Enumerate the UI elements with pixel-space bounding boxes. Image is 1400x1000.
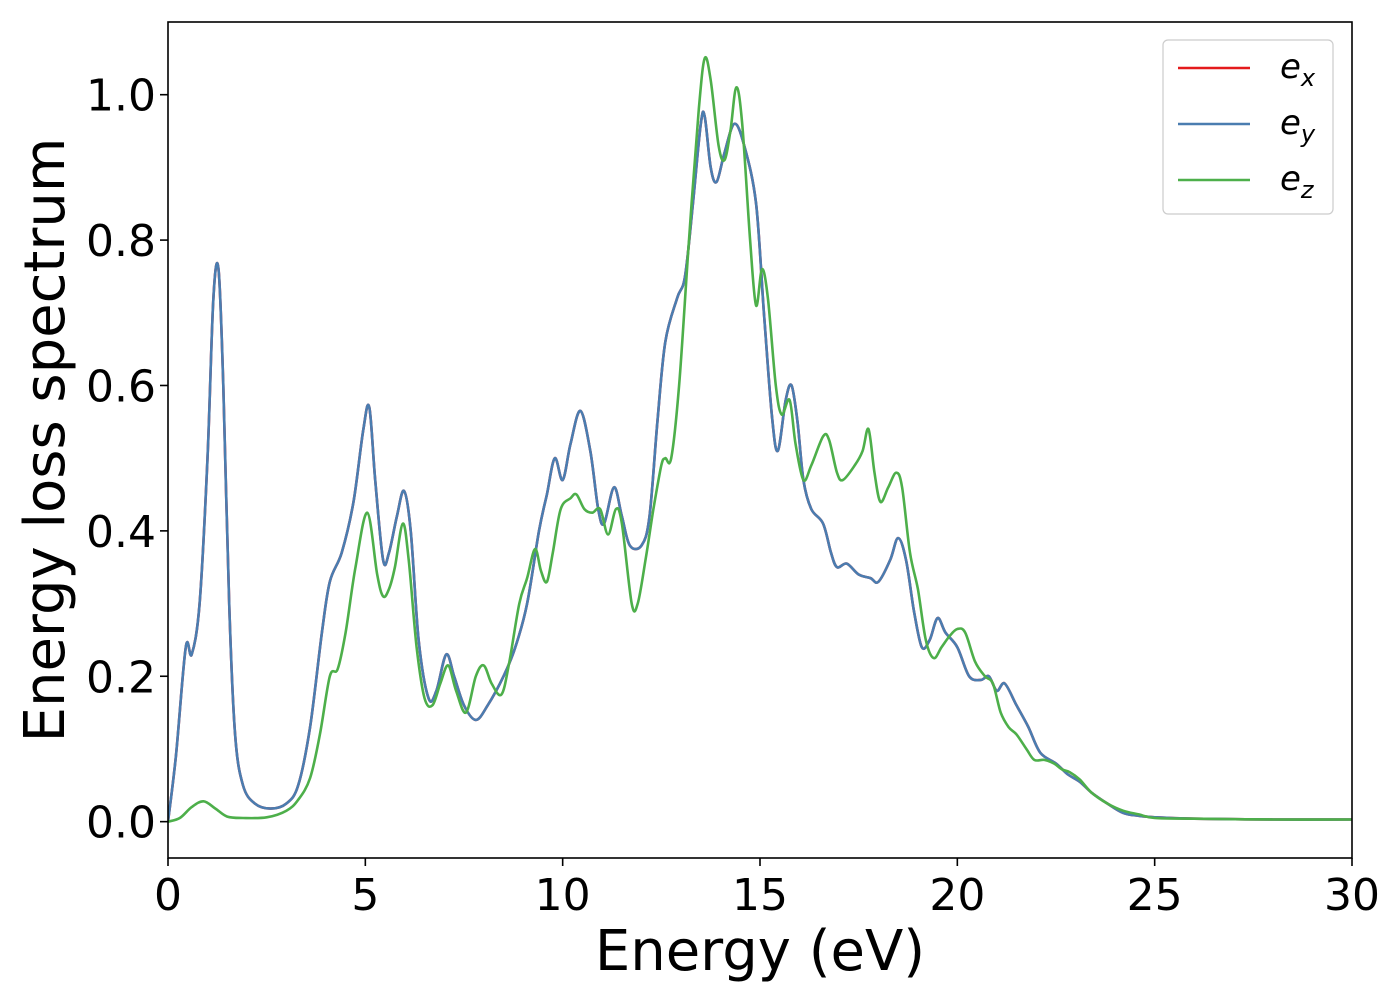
y-tick-label: 0.6	[86, 361, 156, 412]
x-tick-label: 20	[929, 870, 985, 921]
legend: ex ey ez	[1162, 39, 1334, 215]
y-tick-label: 0.0	[86, 798, 156, 849]
x-axis-label: Energy (eV)	[595, 919, 925, 984]
y-axis-ticks: 0.0 0.2 0.4 0.6 0.8 1.0	[86, 71, 168, 849]
y-tick-label: 0.8	[86, 216, 156, 267]
series-line-ey	[168, 110, 1352, 822]
y-tick-label: 0.4	[86, 507, 156, 558]
x-axis-ticks: 0 5 10 15 20 25 30	[154, 858, 1380, 921]
plot-lines	[168, 55, 1352, 823]
x-tick-label: 15	[732, 870, 788, 921]
x-tick-label: 5	[351, 870, 379, 921]
x-tick-label: 0	[154, 870, 182, 921]
y-axis-label: Energy loss spectrum	[13, 138, 78, 743]
legend-box	[1162, 39, 1334, 215]
legend-label-ex: ex	[1280, 47, 1316, 92]
legend-label-ey: ey	[1280, 103, 1316, 148]
y-tick-label: 0.2	[86, 652, 156, 703]
series-line-ez	[168, 55, 1352, 823]
y-tick-label: 1.0	[86, 71, 156, 122]
series-line-ex	[168, 110, 1352, 822]
x-tick-label: 10	[535, 870, 591, 921]
legend-label-ez: ez	[1280, 159, 1315, 204]
x-tick-label: 30	[1324, 870, 1380, 921]
x-tick-label: 25	[1127, 870, 1183, 921]
